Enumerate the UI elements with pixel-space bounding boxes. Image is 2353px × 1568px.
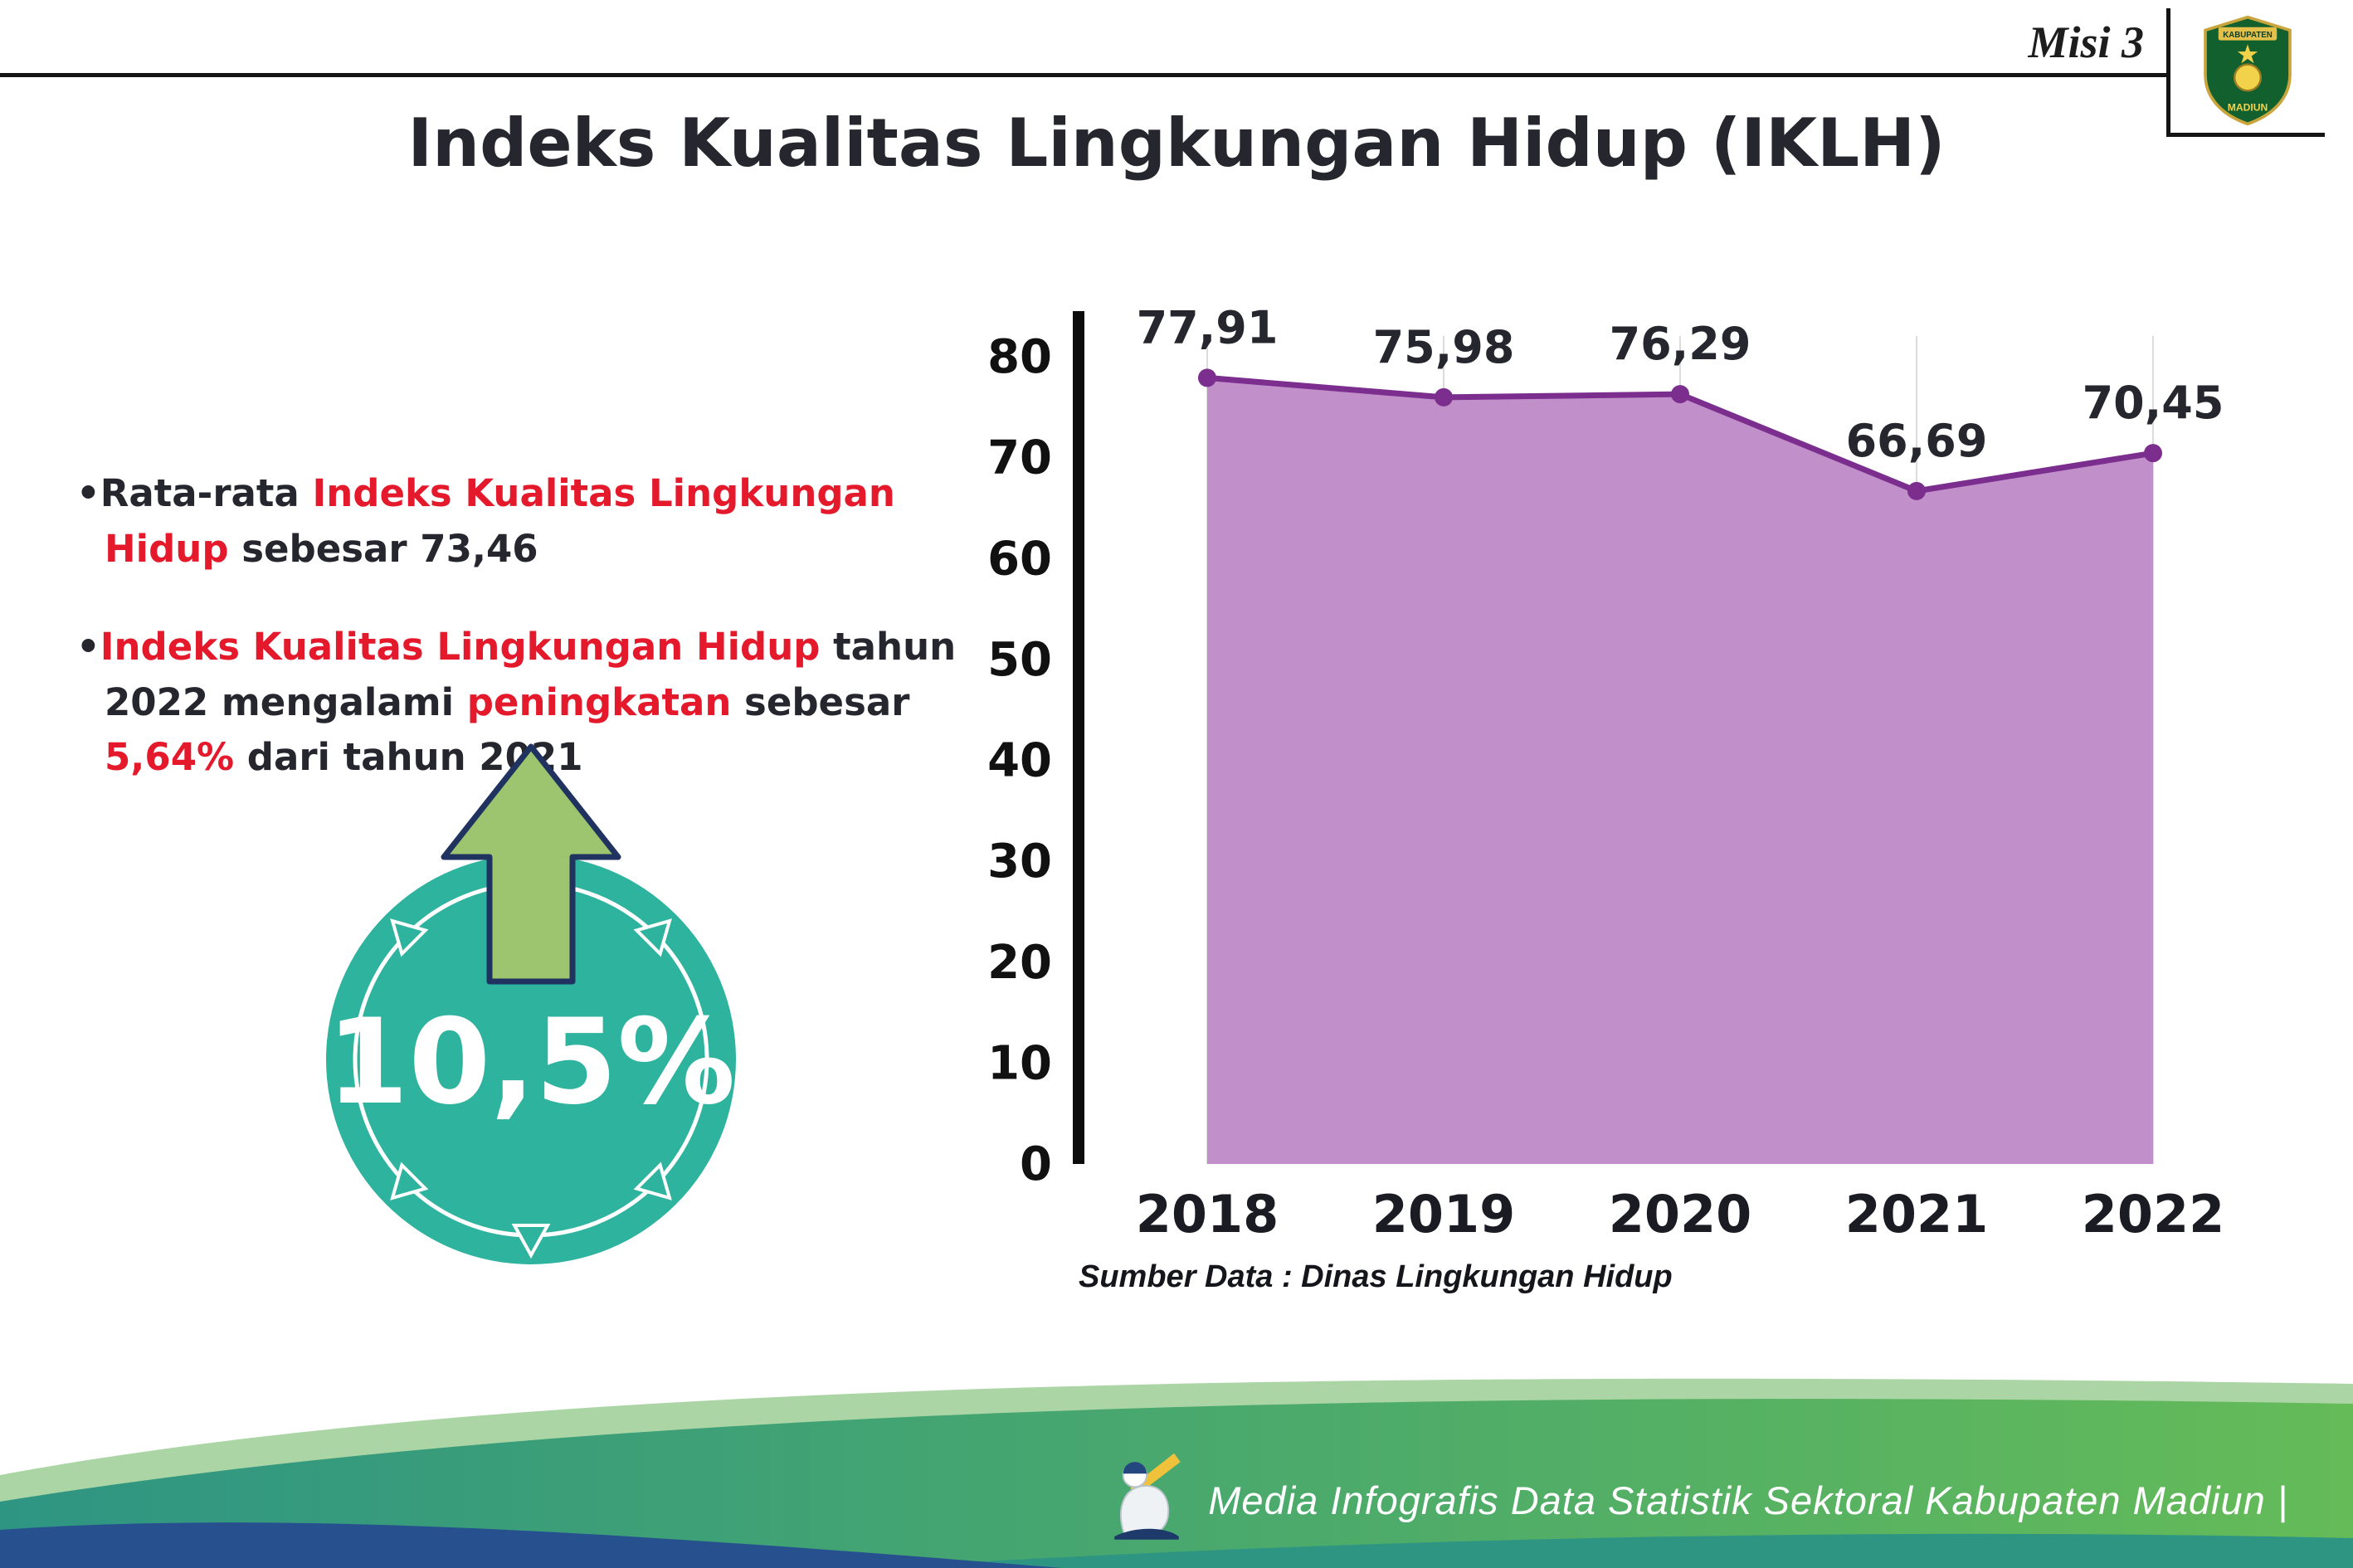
bullet-average-iklh: •Rata-rata Indeks Kualitas Lingkungan Hi…: [76, 466, 972, 577]
data-label: 70,45: [2083, 377, 2224, 429]
y-tick-label: 10: [987, 1036, 1052, 1090]
footer-credit: Media Infografis Data Statistik Sektoral…: [1208, 1478, 2288, 1522]
increase-badge-graphic: 10,5%: [326, 743, 736, 1264]
x-tick-label: 2021: [1845, 1184, 1989, 1244]
y-tick-label: 60: [987, 532, 1052, 586]
x-tick-label: 2019: [1372, 1184, 1516, 1244]
increase-badge: 10,5%: [319, 734, 751, 1282]
bullet-marker: •: [76, 625, 100, 670]
badge-ring-ticks: [390, 918, 672, 1259]
ring-tick-icon: [390, 918, 429, 957]
iklh-chart: 77,91 75,98 76,29 66,69 70,45 0 10 20 30 40 50 60 70…: [954, 290, 2315, 1261]
seal-top-text: KABUPATEN: [2223, 31, 2272, 40]
kabupaten-madiun-logo: KABUPATEN MADIUN: [2166, 8, 2325, 137]
mascot-body: [1120, 1484, 1170, 1536]
iklh-area-chart: 77,91 75,98 76,29 66,69 70,45 0 10 20 30 40 50 60 70…: [987, 301, 2225, 1244]
data-point: [1198, 368, 1216, 387]
footer-waves: [0, 1378, 2353, 1568]
bullet1-text-post: sebesar 73,46: [228, 526, 538, 571]
area-fill: [1207, 377, 2153, 1164]
ring-tick-icon: [390, 1161, 429, 1200]
y-tick-label: 50: [987, 633, 1052, 687]
y-axis: [1073, 311, 1084, 1164]
x-tick-label: 2022: [2082, 1184, 2225, 1244]
mascot-icon: [1114, 1453, 1181, 1540]
bullet2-text-2: sebesar: [731, 679, 910, 724]
ring-tick-icon: [633, 918, 672, 957]
y-tick-label: 20: [987, 936, 1052, 990]
key-points: •Rata-rata Indeks Kualitas Lingkungan Hi…: [76, 466, 972, 829]
mascot-base: [1114, 1528, 1179, 1540]
data-point: [1435, 387, 1453, 407]
data-label: 75,98: [1373, 321, 1515, 373]
header-rule: [0, 73, 2174, 77]
footer-wave-bottom: [871, 1533, 2353, 1568]
bullet2-highlight-1: Indeks Kualitas Lingkungan Hidup: [100, 625, 821, 670]
seal-bottom-text: MADIUN: [2228, 102, 2268, 114]
bullet2-text-1: tahun 2022 mengalami: [105, 625, 957, 724]
y-tick-label: 0: [1020, 1137, 1052, 1191]
data-label: 76,29: [1610, 318, 1751, 370]
y-tick-label: 40: [987, 734, 1052, 788]
data-point: [1671, 385, 1689, 404]
x-tick-label: 2018: [1136, 1184, 1279, 1244]
y-tick-label: 30: [987, 835, 1052, 889]
increase-value: 10,5%: [327, 994, 736, 1131]
badge-circle: [326, 855, 736, 1264]
page-title: Indeks Kualitas Lingkungan Hidup (IKLH): [407, 105, 1946, 182]
footer-wave-main: [0, 1399, 2353, 1568]
bullet2-highlight-3: 5,64%: [105, 735, 235, 780]
bullet-marker: •: [76, 471, 100, 515]
seal-emblem: [2234, 63, 2262, 92]
x-tick-label: 2020: [1609, 1184, 1752, 1244]
data-point: [2144, 444, 2162, 463]
bullet1-highlight: Indeks Kualitas Lingkungan Hidup: [105, 471, 895, 571]
y-tick-label: 70: [987, 431, 1052, 485]
ring-tick-icon: [633, 1161, 672, 1200]
seal-star-icon: [2237, 44, 2258, 64]
misi-label: Misi 3: [2028, 17, 2144, 67]
data-label: 66,69: [1846, 415, 1988, 467]
y-tick-label: 80: [987, 330, 1052, 384]
bullet-increase-2022: •Indeks Kualitas Lingkungan Hidup tahun …: [76, 620, 972, 786]
ring-tick-icon: [511, 1224, 551, 1259]
seal-banner: [2218, 27, 2277, 41]
up-arrow-icon: [441, 743, 621, 985]
mascot-flag: [1130, 1453, 1181, 1496]
source-note: Sumber Data : Dinas Lingkungan Hidup: [1079, 1259, 1673, 1294]
data-point: [1907, 481, 1926, 500]
bullet1-text-pre: Rata-rata: [100, 471, 313, 515]
mascot-cap: [1123, 1462, 1147, 1474]
data-label: 77,91: [1137, 301, 1279, 353]
bullet2-highlight-2: peningkatan: [466, 679, 732, 724]
footer-wave-navy: [0, 1522, 1062, 1568]
madiun-seal-icon: KABUPATEN MADIUN: [2204, 15, 2292, 126]
